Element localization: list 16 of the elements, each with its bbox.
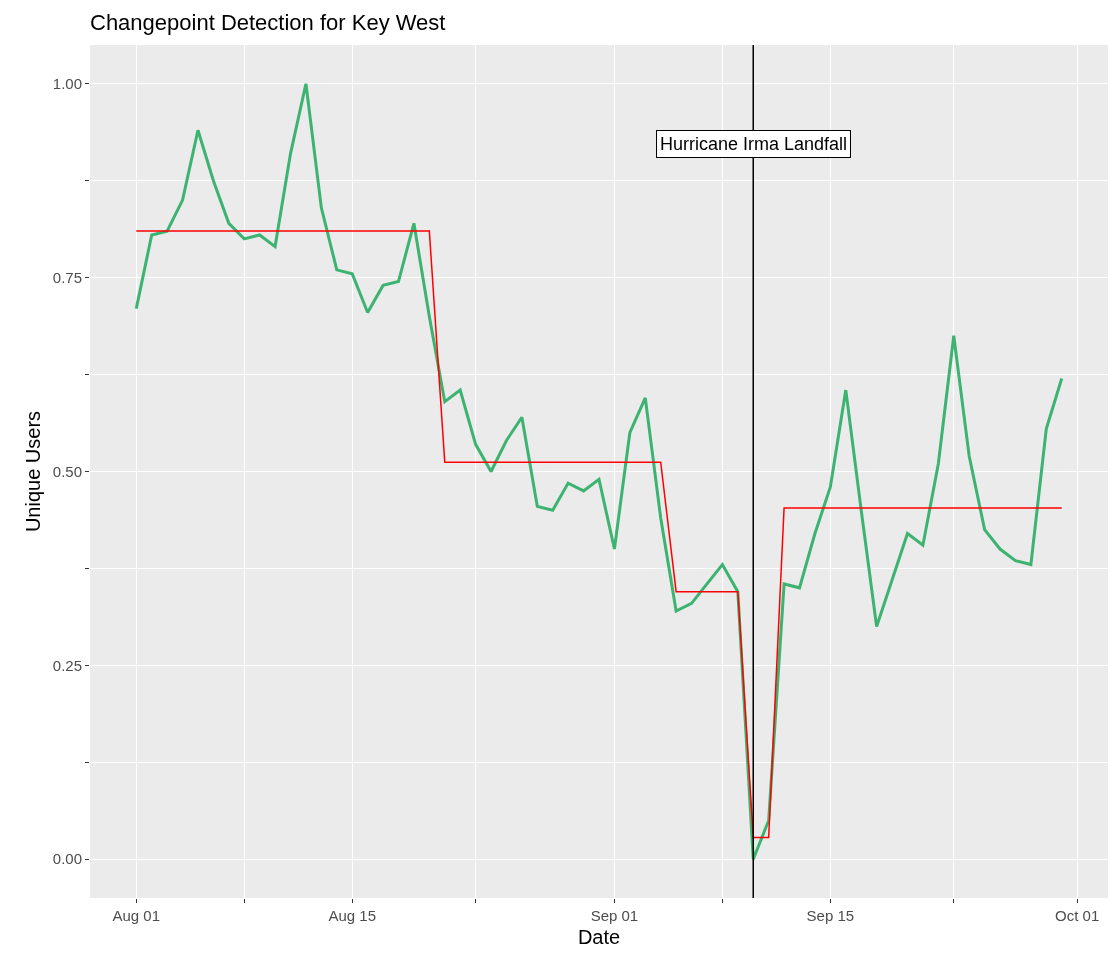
x-tick-label: Aug 01 [112, 907, 161, 924]
line-series [135, 230, 1063, 839]
y-tick-label: 0.00 [52, 850, 82, 868]
y-tick-label: 0.25 [52, 656, 82, 674]
ref-line-label: Hurricane Irma Landfall [660, 134, 848, 154]
x-tick-label: Oct 01 [1055, 907, 1100, 924]
y-tick-label: 1.00 [52, 75, 82, 93]
y-tick-label: 0.50 [52, 462, 82, 480]
x-tick-label: Aug 15 [328, 907, 376, 924]
y-tick-label: 0.75 [52, 268, 82, 286]
y-axis-title: Unique Users [22, 410, 45, 533]
chart-title: Changepoint Detection for Key West [90, 9, 446, 35]
x-tick-label: Sep 15 [806, 907, 855, 924]
x-tick-label: Sep 01 [590, 907, 639, 924]
x-axis-title: Date [577, 925, 621, 948]
line-series [134, 82, 1064, 861]
